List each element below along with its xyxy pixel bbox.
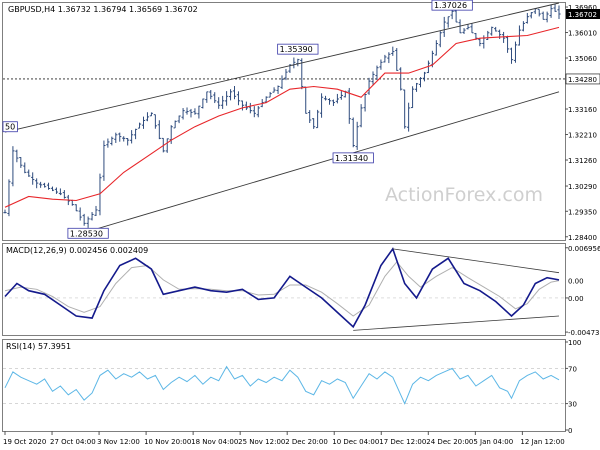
macd-y-tick-label: 0.00 [568, 278, 584, 286]
price-label-box [2, 121, 18, 133]
channel-lower-line [87, 91, 560, 232]
macd-y-axis: 0.006956 0.00 -0.004736 0.00 [3, 245, 600, 337]
x-tick-label: 25 Nov 12:00 [238, 438, 285, 446]
x-tick-label: 5 Jan 04:00 [473, 438, 513, 446]
macd-panel-frame [2, 243, 566, 336]
x-tick-label: 10 Dec 04:00 [332, 438, 379, 446]
x-tick-label: 3 Nov 12:00 [97, 438, 140, 446]
price-y-tick-label: 1.28400 [568, 234, 597, 242]
macd-panel-title: MACD(12,26,9) 0.002456 0.002409 [6, 246, 148, 255]
price-y-tick-label: 1.32210 [568, 132, 597, 140]
rsi-y-tick-label: 0 [568, 427, 572, 435]
price-y-tick-label: 1.35060 [568, 55, 597, 63]
rsi-line [4, 365, 560, 405]
price-y-tick-label: 1.29350 [568, 208, 597, 216]
macd-y-tick-label: 0.006956 [568, 245, 600, 253]
macd-lines [4, 247, 560, 331]
price-label: 1.28530 [70, 229, 103, 238]
current-price-label: 1.36702 [568, 11, 597, 19]
level-marker [565, 73, 600, 85]
price-bars [3, 3, 561, 228]
rsi-y-tick-label: 30 [568, 401, 577, 409]
rsi-panel-title: RSI(14) 57.3951 [6, 342, 71, 351]
channel-upper-line [4, 2, 560, 133]
rsi-y-tick-label: 100 [568, 339, 581, 347]
price-panel-frame [2, 2, 566, 241]
price-y-tick-label: 1.36010 [568, 30, 597, 38]
macd-y-tick-label: 0.00 [568, 295, 584, 303]
price-label-box [332, 152, 374, 164]
rsi-y-tick-label: 70 [568, 365, 577, 373]
x-tick-label: 18 Nov 04:00 [191, 438, 238, 446]
price-y-tick-label: 1.31260 [568, 157, 597, 165]
x-tick-label: 19 Oct 2020 [3, 438, 46, 446]
rsi-y-axis: 100 70 30 0 [3, 339, 581, 435]
price-overlays [4, 2, 560, 232]
macd-line [4, 247, 560, 329]
rsi-panel: RSI(14) 57.3951 100 70 30 0 [2, 339, 581, 435]
price-label: 1.37026 [434, 1, 467, 10]
level-label: 1.34280 [568, 76, 597, 84]
x-tick-label: 24 Dec 20:00 [426, 438, 473, 446]
x-tick-label: 10 Nov 20:00 [144, 438, 191, 446]
macd-trendline [392, 248, 560, 274]
price-label: 50 [5, 123, 15, 132]
price-label-box [277, 43, 319, 55]
price-label-box [431, 0, 473, 11]
price-y-axis: 1.36960 1.36010 1.35060 1.33160 1.32210 1.312… [3, 4, 597, 242]
x-tick-label: 17 Dec 12:00 [379, 438, 426, 446]
x-tick-label: 12 Jan 12:00 [520, 438, 564, 446]
price-labels: 1.370261.353901.313401.28530501.367021.3… [2, 0, 600, 239]
moving-average-line [4, 26, 560, 208]
macd-signal-line [4, 261, 560, 317]
price-label-box [67, 227, 109, 239]
price-panel: GBPUSD,H4 1.36732 1.36794 1.36569 1.3670… [2, 0, 600, 242]
price-panel-title: GBPUSD,H4 1.36732 1.36794 1.36569 1.3670… [8, 5, 198, 14]
current-price-marker [566, 9, 600, 20]
watermark: ActionForex.com [385, 184, 543, 206]
x-tick-label: 2 Dec 20:00 [285, 438, 328, 446]
rsi-panel-frame [2, 339, 566, 432]
macd-trendline [353, 315, 560, 331]
price-y-tick-label: 1.33160 [568, 106, 597, 114]
x-tick-label: 27 Oct 04:00 [50, 438, 96, 446]
x-axis: 19 Oct 2020 27 Oct 04:00 3 Nov 12:00 10 Nov… [3, 431, 565, 446]
rsi-lines [4, 365, 560, 405]
macd-y-tick-label: -0.004736 [568, 329, 600, 337]
price-label: 1.35390 [280, 45, 313, 54]
price-y-tick-label: 1.30290 [568, 183, 597, 191]
price-y-tick-label: 1.36960 [568, 4, 597, 12]
price-label: 1.31340 [335, 154, 368, 163]
macd-panel: MACD(12,26,9) 0.002456 0.002409 0.006956… [2, 243, 600, 337]
